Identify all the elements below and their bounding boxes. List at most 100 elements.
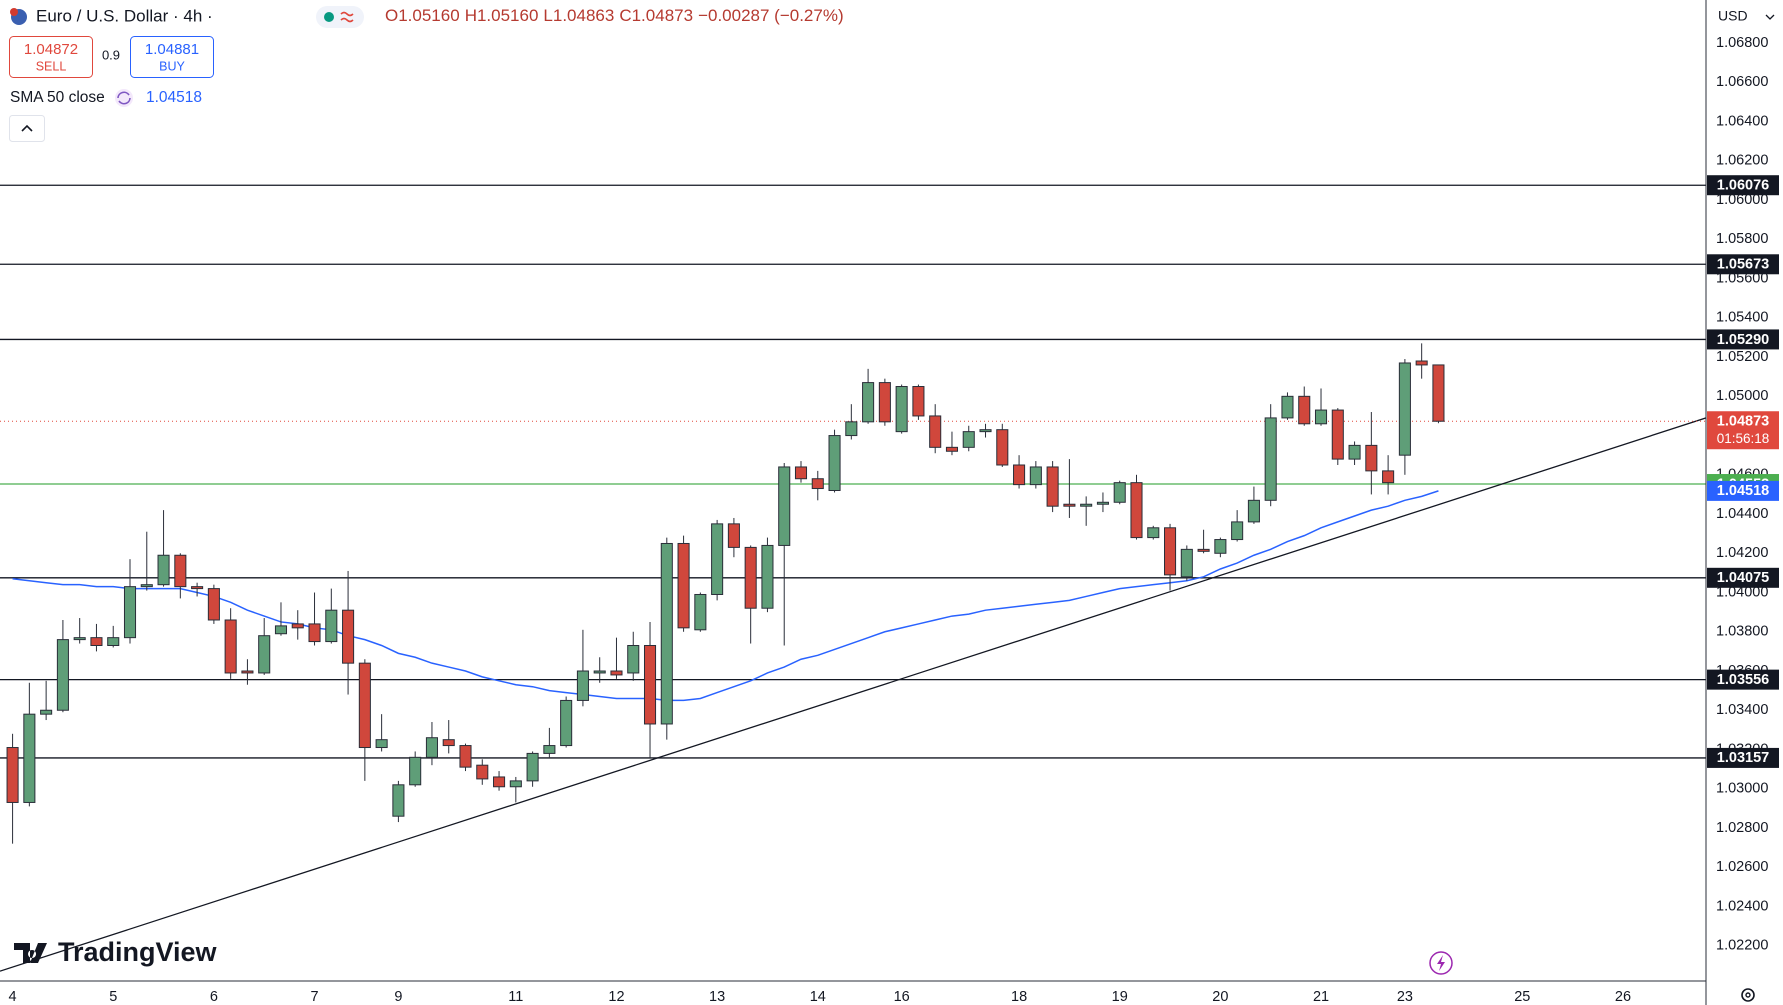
alerts-icon[interactable] (1429, 951, 1453, 975)
candle-body (1398, 362, 1411, 456)
candle-body (811, 478, 824, 490)
collapse-button[interactable] (9, 115, 45, 142)
candle-body (878, 382, 891, 423)
candle-body (727, 523, 740, 548)
ohlc-change: −0.00287 (−0.27%) (698, 6, 844, 25)
candle-body (325, 609, 338, 643)
y-tick-label: 1.02200 (1716, 938, 1768, 954)
last-price-label: 1.04873 (1717, 414, 1769, 430)
x-tick-label: 14 (810, 989, 826, 1005)
alerts-ring[interactable] (1429, 951, 1453, 975)
candle-body (1046, 466, 1059, 507)
level-label: 1.04075 (1717, 570, 1769, 586)
x-tick-label: 7 (310, 989, 318, 1005)
settings-gear[interactable] (1741, 988, 1755, 1002)
candle-body (174, 554, 187, 588)
level-label-bg (1707, 254, 1779, 275)
candle-body (1080, 503, 1093, 507)
settings-icon[interactable] (1741, 988, 1755, 1002)
level-label: 1.05290 (1717, 332, 1769, 348)
currency-selector[interactable]: USD (1718, 8, 1775, 24)
y-tick-label: 1.02400 (1716, 898, 1768, 914)
candle-body (660, 542, 673, 725)
candle-body (6, 747, 19, 803)
candle-body (23, 713, 36, 803)
candle-body (1164, 527, 1177, 576)
level-label-bg (1707, 329, 1779, 350)
sell-button[interactable] (9, 36, 93, 78)
candle-body (1029, 466, 1042, 486)
candle-body (375, 739, 388, 749)
candle-body (1365, 444, 1378, 472)
level-label-bg (1707, 747, 1779, 768)
status-badge[interactable] (316, 6, 364, 28)
candle-body (425, 737, 438, 758)
candle-body (123, 586, 137, 639)
y-tick-label: 1.04000 (1716, 584, 1768, 600)
candle-body (409, 756, 422, 786)
candle-body (1214, 539, 1227, 554)
candle-body (274, 625, 288, 635)
candle-body (1298, 395, 1311, 425)
candle-body (56, 639, 69, 711)
level-label-bg (1707, 175, 1779, 196)
candle-body (895, 386, 908, 433)
candle-body (560, 699, 573, 747)
candle-body (526, 752, 539, 782)
candle-body (1013, 464, 1026, 486)
symbol-title[interactable]: Euro / U.S. Dollar · 4h · (36, 6, 213, 25)
candle-body (1281, 395, 1294, 419)
candle-body (1432, 364, 1445, 422)
candle-body (493, 776, 506, 788)
candle-body (258, 635, 271, 674)
market-open-dot (324, 12, 334, 22)
y-tick-label: 1.05200 (1716, 349, 1768, 365)
x-tick-label: 23 (1397, 989, 1413, 1005)
y-tick-label: 1.05600 (1716, 270, 1768, 286)
candle-body (1197, 548, 1210, 552)
candle-body (845, 421, 858, 437)
candle-body (576, 670, 589, 701)
y-tick-label: 1.02800 (1716, 820, 1768, 836)
symbol-flag (10, 8, 18, 16)
x-tick-label: 12 (608, 989, 624, 1005)
candle-body (711, 523, 724, 595)
candle-body (509, 780, 522, 788)
y-tick-label: 1.03800 (1716, 624, 1768, 640)
candle-body (694, 593, 707, 631)
ohlc-readout: O1.05160 H1.05160 L1.04863 C1.04873 −0.00287… (385, 6, 844, 25)
candle-body (627, 644, 640, 674)
candle-body (828, 435, 841, 491)
ohlc-low: L1.04863 (543, 6, 614, 25)
y-tick-label: 1.06200 (1716, 153, 1768, 169)
candle-body (1231, 521, 1244, 541)
candle-body (761, 544, 774, 609)
alerts-bolt (1437, 955, 1445, 971)
indicator-value: 1.04518 (146, 89, 202, 106)
brand-mark (14, 943, 47, 963)
currency-label[interactable]: USD (1718, 8, 1748, 24)
y-tick-label: 1.04400 (1716, 506, 1768, 522)
candle-body (1264, 417, 1277, 501)
candle-body (308, 623, 321, 643)
plot-area (0, 184, 1706, 972)
x-tick-label: 6 (210, 989, 218, 1005)
candle-body (191, 586, 204, 590)
indicator-legend: SMA 50 close 1.04518 (9, 89, 202, 142)
indicator-name[interactable]: SMA 50 close (10, 89, 105, 106)
candle-body (996, 429, 1009, 466)
candle-body (224, 619, 237, 674)
last-price-label-bg (1707, 411, 1779, 450)
x-tick-label: 25 (1514, 989, 1530, 1005)
candle-body (744, 546, 757, 609)
candle-body (677, 542, 690, 629)
x-tick-label: 26 (1615, 989, 1631, 1005)
y-tick-label: 1.05800 (1716, 231, 1768, 247)
trade-buttons: 1.04872 SELL 0.9 1.04881 BUY (9, 36, 214, 78)
buy-button[interactable] (130, 36, 214, 78)
y-tick-label: 1.06600 (1716, 74, 1768, 90)
y-tick-label: 1.05400 (1716, 310, 1768, 326)
